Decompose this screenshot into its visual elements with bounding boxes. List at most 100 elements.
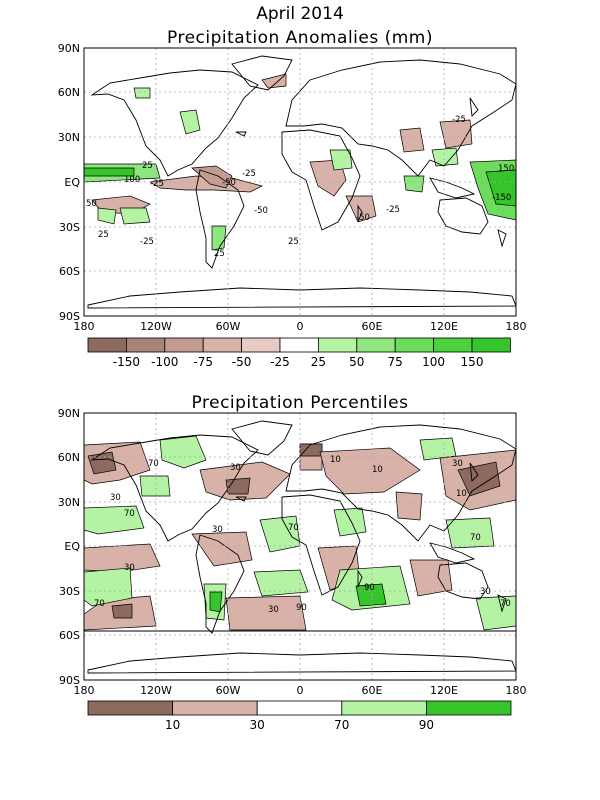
contour-label: 25: [288, 237, 299, 247]
contour-label: 10: [330, 455, 341, 465]
colorbar-label: 30: [250, 718, 265, 732]
lat-tick-label: EQ: [64, 176, 80, 189]
contour-label: 70: [124, 509, 135, 519]
contour-label: 25: [142, 161, 153, 171]
colorbar-swatch: [425, 700, 512, 716]
lat-tick-label: 90S: [59, 310, 80, 323]
contour-label: 70: [94, 599, 105, 609]
lat-tick-label: 60N: [58, 451, 80, 464]
contour-label: 30: [212, 525, 223, 535]
colorbar-swatch: [341, 700, 427, 716]
lon-tick-label: 180: [74, 684, 95, 697]
percentiles-map-title: Precipitation Percentiles: [191, 393, 409, 413]
contour-label: 25: [98, 230, 109, 240]
lat-tick-label: 30S: [59, 585, 80, 598]
lat-tick-label: 60N: [58, 86, 80, 99]
lon-tick-label: 180: [506, 320, 527, 333]
anomalies-lon-axis: 180 120W 60W 0 60E 120E 180: [74, 320, 527, 333]
contour-label: 30: [124, 563, 135, 573]
lat-tick-label: 90N: [58, 42, 80, 55]
lon-tick-label: 0: [297, 684, 304, 697]
colorbar-swatch: [394, 337, 435, 353]
percentiles-map: 70 30 10 30 70 10 30 30 70 70 30 90 30 9…: [58, 407, 527, 732]
contour-label: 70: [148, 459, 159, 469]
anomalies-colorbar: -150 -100 -75 -50 -25 25 50 75 100 150: [87, 337, 511, 369]
colorbar-swatch: [164, 337, 204, 353]
anomaly-shading: [84, 55, 516, 309]
contour-label: -50: [254, 206, 268, 216]
colorbar-swatch: [87, 700, 173, 716]
percentiles-colorbar: 10 30 70 90: [87, 700, 512, 732]
colorbar-label: -50: [232, 355, 252, 369]
percentiles-lat-axis: 90N 60N 30N EQ 30S 60S 90S: [58, 407, 81, 687]
percentiles-map-frame: [83, 412, 517, 681]
lon-tick-label: 120W: [140, 684, 172, 697]
lat-tick-label: EQ: [64, 540, 80, 553]
colorbar-label: 70: [334, 718, 349, 732]
lat-tick-label: 60S: [59, 265, 80, 278]
contour-label: 70: [470, 533, 481, 543]
contour-label: 10: [456, 489, 467, 499]
anomalies-contour-labels: 25 -25 100 -50 -25 25 -25 50 -150 150 -2…: [86, 115, 514, 259]
colorbar-label: 25: [311, 355, 326, 369]
lon-tick-label: 60E: [362, 684, 383, 697]
lon-tick-label: 120W: [140, 320, 172, 333]
lon-tick-label: 60E: [362, 320, 383, 333]
lat-tick-label: 30S: [59, 221, 80, 234]
contour-label: 30: [268, 605, 279, 615]
contour-label: 150: [498, 164, 514, 174]
colorbar-label: -150: [113, 355, 140, 369]
contour-label: -50: [222, 178, 236, 188]
lon-tick-label: 0: [297, 320, 304, 333]
lon-tick-label: 180: [74, 320, 95, 333]
contour-label: -25: [140, 237, 154, 247]
colorbar-swatch: [126, 337, 166, 353]
colorbar-swatch: [433, 337, 473, 353]
anomalies-lat-axis: 90N 60N 30N EQ 30S 60S 90S: [58, 42, 81, 323]
contour-label: 30: [480, 587, 491, 597]
contour-label: 10: [372, 465, 383, 475]
contour-label: -25: [386, 205, 400, 215]
contour-label: 90: [296, 603, 307, 613]
contour-label: 30: [230, 463, 241, 473]
colorbar-label: 100: [422, 355, 445, 369]
lon-tick-label: 60W: [216, 320, 241, 333]
lat-tick-label: 60S: [59, 629, 80, 642]
colorbar-label: 10: [165, 718, 180, 732]
contour-label: 30: [452, 459, 463, 469]
percentiles-contour-labels: 70 30 10 30 70 10 30 30 70 70 30 90 30 9…: [94, 455, 511, 615]
colorbar-label: 150: [461, 355, 484, 369]
contour-label: 90: [364, 583, 375, 593]
colorbar-swatch: [279, 337, 319, 353]
lon-tick-label: 120E: [430, 684, 458, 697]
colorbar-swatch: [202, 337, 242, 353]
contour-label: -25: [242, 169, 256, 179]
contour-label: 25: [214, 249, 225, 259]
anomalies-map-title: Precipitation Anomalies (mm): [167, 28, 433, 48]
colorbar-swatch: [356, 337, 396, 353]
colorbar-label: 50: [349, 355, 364, 369]
colorbar-swatch: [471, 337, 511, 353]
percentiles-lon-axis: 180 120W 60W 0 60E 120E 180: [74, 684, 527, 697]
colorbar-swatch: [241, 337, 281, 353]
colorbar-swatch: [87, 337, 127, 353]
contour-label: 50: [86, 199, 97, 209]
figure-title: April 2014: [256, 4, 344, 24]
colorbar-label: 75: [388, 355, 403, 369]
lon-tick-label: 120E: [430, 320, 458, 333]
lat-tick-label: 30N: [58, 131, 80, 144]
colorbar-swatch: [172, 700, 258, 716]
colorbar-swatch: [317, 337, 358, 353]
colorbar-swatch: [256, 700, 343, 716]
colorbar-label: -75: [193, 355, 213, 369]
contour-label: 30: [110, 493, 121, 503]
colorbar-label: -25: [270, 355, 290, 369]
lat-tick-label: 90N: [58, 407, 80, 420]
anomalies-map-frame: [83, 47, 517, 317]
colorbar-label: 90: [419, 718, 434, 732]
contour-label: 100: [124, 175, 140, 185]
contour-label: -25: [150, 179, 164, 189]
colorbar-label: -100: [151, 355, 178, 369]
contour-label: -150: [492, 193, 511, 203]
